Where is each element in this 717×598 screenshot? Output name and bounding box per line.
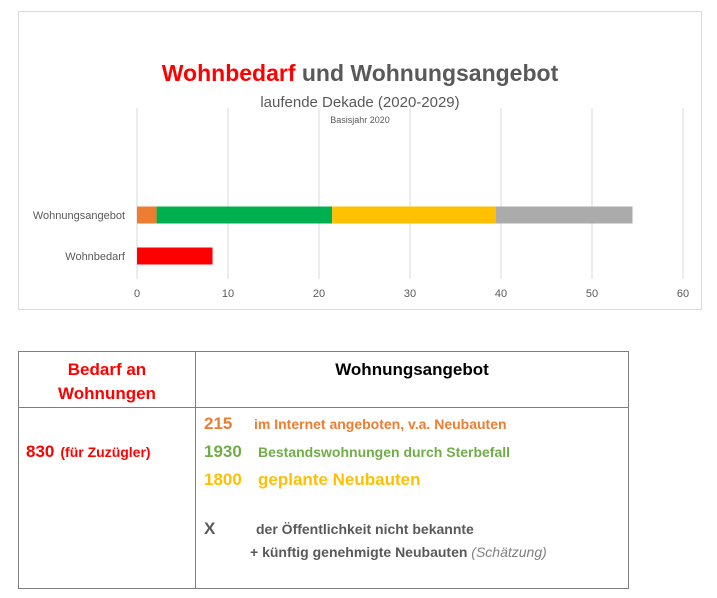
offer-planned: 1800 geplante Neubauten: [204, 470, 420, 490]
x-tick-label: 60: [677, 288, 689, 300]
header-demand-text: Bedarf an Wohnungen: [58, 360, 156, 403]
x-tick-label: 10: [222, 288, 234, 300]
offer-planned-number: 1800: [204, 470, 242, 489]
bar-chart: 0 10 20 30 40 50 60 Wohnungsangebot Wohnbedarf: [33, 108, 689, 300]
bar-segment: [137, 247, 213, 265]
bar-segment: [332, 206, 496, 224]
offer-unknown-symbol: X: [204, 519, 216, 538]
x-tick-label: 20: [313, 288, 325, 300]
chart-title-highlight: Wohnbedarf: [161, 60, 296, 86]
header-demand: Bedarf an Wohnungen: [18, 351, 196, 408]
demand-number: 830: [26, 442, 55, 461]
demand-value: 830 (für Zuzügler): [26, 442, 151, 462]
bar-segment: [495, 206, 633, 224]
bar-segment: [137, 206, 157, 224]
chart-note: Basisjahr 2020: [330, 115, 390, 125]
x-tick-label: 50: [586, 288, 598, 300]
offer-unknown-text2: + künftig genehmigte Neubauten: [250, 544, 468, 560]
x-tick-label: 40: [495, 288, 507, 300]
offer-internet-number: 215: [204, 414, 233, 433]
offer-existing-number: 1930: [204, 442, 242, 461]
header-offer: Wohnungsangebot: [195, 351, 629, 408]
offer-cell: 215 im Internet angeboten, v.a. Neubauten…: [195, 407, 629, 589]
bar-segment: [156, 206, 333, 224]
category-label: Wohnungsangebot: [33, 210, 125, 222]
offer-unknown-text: der Öffentlichkeit nicht bekannte: [256, 521, 474, 537]
offer-internet: 215 im Internet angeboten, v.a. Neubauten: [204, 414, 507, 434]
demand-suffix: (für Zuzügler): [60, 444, 151, 460]
chart-title-rest: und Wohnungsangebot: [301, 60, 559, 86]
info-table: Bedarf an Wohnungen Wohnungsangebot 830 (…: [18, 351, 629, 589]
chart-title: Wohnbedarf und Wohnungsangebot: [19, 60, 701, 87]
offer-unknown-note: (Schätzung): [471, 544, 547, 560]
offer-planned-text: geplante Neubauten: [258, 470, 421, 489]
chart-subtitle: laufende Dekade (2020-2029): [260, 94, 460, 111]
chart-area: 0 10 20 30 40 50 60 Wohnungsangebot Wohnbedarf W…: [18, 11, 702, 310]
demand-cell: 830 (für Zuzügler): [18, 407, 196, 589]
offer-unknown-line2: + künftig genehmigte Neubauten (Schätzun…: [250, 544, 547, 560]
x-tick-label: 0: [134, 288, 140, 300]
offer-existing-text: Bestandswohnungen durch Sterbefall: [258, 444, 511, 460]
offer-existing: 1930 Bestandswohnungen durch Sterbefall: [204, 442, 510, 462]
x-tick-label: 30: [404, 288, 416, 300]
category-label: Wohnbedarf: [65, 251, 126, 263]
offer-internet-text: im Internet angeboten, v.a. Neubauten: [254, 416, 507, 432]
